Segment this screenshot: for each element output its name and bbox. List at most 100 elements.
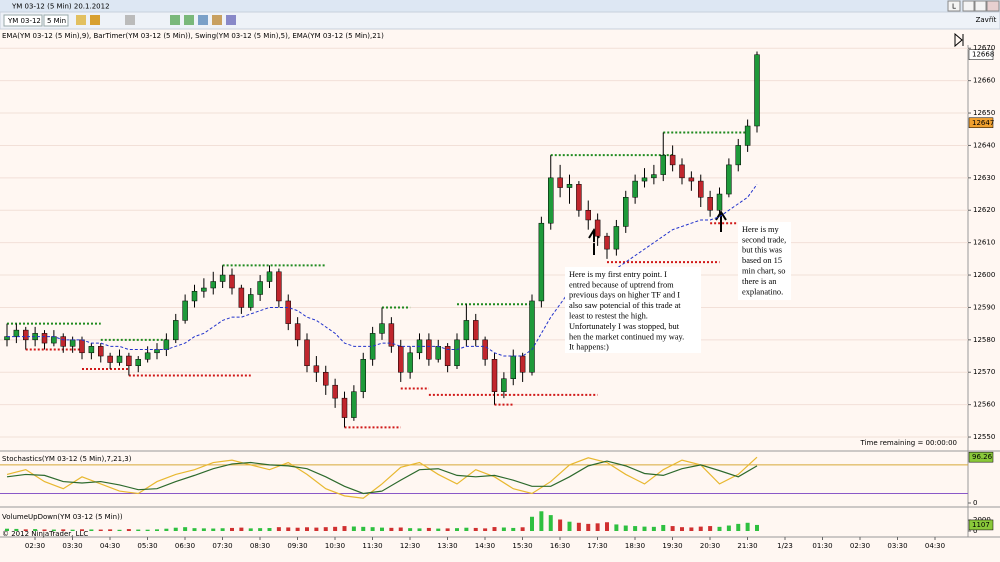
- tool-icon[interactable]: [125, 15, 135, 25]
- candle-body: [51, 336, 57, 344]
- volume-bar: [42, 529, 47, 531]
- candle-body: [229, 274, 235, 289]
- volume-bar: [286, 527, 291, 531]
- y-tick-label: 12660: [973, 77, 995, 85]
- x-tick-label: 06:30: [175, 542, 195, 550]
- button-l-label: L: [952, 3, 956, 11]
- annotation-text: Here is my: [742, 225, 780, 234]
- time-remaining: Time remaining = 00:00:00: [860, 439, 957, 447]
- candle-body: [651, 174, 657, 179]
- instrument-select[interactable]: [3, 14, 43, 27]
- annotation-text: entred because of uptrend from: [569, 280, 674, 289]
- candle-body: [407, 352, 413, 373]
- candle-body: [107, 355, 113, 363]
- close-button[interactable]: [986, 0, 1000, 12]
- volume-bar: [173, 527, 178, 531]
- x-tick-label: 02:30: [25, 542, 45, 550]
- candle-body: [454, 339, 460, 367]
- volume-bar: [473, 527, 478, 531]
- tool-icon[interactable]: [198, 15, 208, 25]
- indicator-legend: EMA(YM 03-12 (5 Min),9), BarTimer(YM 03-…: [2, 32, 384, 40]
- candle-body: [435, 346, 441, 360]
- volume-bar: [623, 525, 628, 531]
- price-marker: [968, 49, 994, 60]
- volume-bar: [755, 524, 759, 531]
- volume-bar: [361, 526, 366, 531]
- candle-body: [201, 287, 207, 292]
- annotation-text: but this was: [742, 246, 782, 255]
- value-marker-label: 96.26: [972, 453, 993, 461]
- volume-bar: [230, 527, 234, 531]
- volume-bar: [351, 526, 356, 531]
- volume-bar: [670, 526, 675, 531]
- x-tick-label: 16:30: [550, 542, 570, 550]
- candle-body: [116, 355, 123, 363]
- y-tick-label: 12560: [973, 401, 995, 409]
- x-tick-label: 1/23: [777, 542, 793, 550]
- volume-bar: [220, 528, 225, 531]
- volume-bar: [717, 526, 722, 531]
- volume-bar: [201, 528, 206, 531]
- volume-bar: [530, 516, 534, 531]
- volume-bar: [520, 527, 525, 531]
- candle-body: [182, 300, 188, 321]
- x-tick-label: 03:30: [887, 542, 907, 550]
- candle-body: [660, 154, 666, 175]
- button-l[interactable]: [947, 0, 961, 12]
- y-tick-label: 0: [973, 499, 977, 507]
- y-tick-label: 12590: [973, 303, 995, 311]
- candle-body: [332, 384, 338, 399]
- tool-icon[interactable]: [90, 15, 100, 25]
- candle-body: [548, 177, 554, 224]
- volume-bar: [492, 527, 497, 531]
- y-tick-label: 12580: [973, 336, 995, 344]
- y-tick-label: 12610: [973, 239, 995, 247]
- candle-body: [285, 300, 291, 324]
- volume-bar: [80, 529, 84, 531]
- interval: 5 Min: [47, 17, 66, 25]
- x-tick-label: 17:30: [587, 542, 607, 550]
- volume-bar: [586, 523, 591, 531]
- volume-bar: [389, 527, 394, 531]
- candle-body: [304, 339, 310, 367]
- volume-bar: [5, 528, 9, 531]
- volume-bar: [576, 522, 581, 531]
- tool-icon[interactable]: [226, 15, 236, 25]
- interval-select[interactable]: [43, 14, 69, 27]
- volume-bar: [567, 521, 572, 531]
- minimize-button[interactable]: [962, 0, 975, 12]
- candle-body: [360, 359, 366, 392]
- y-tick-label: 12550: [973, 433, 995, 441]
- copyright: © 2012 NinjaTrader, LLC: [2, 530, 88, 538]
- candle-body: [557, 177, 563, 188]
- candle-body: [276, 271, 282, 302]
- volume-bar: [558, 519, 563, 531]
- volume-bar: [136, 529, 141, 531]
- candle-body: [219, 274, 226, 282]
- volume-bar: [305, 527, 309, 531]
- tool-icon[interactable]: [184, 15, 194, 25]
- candle-body: [248, 294, 254, 308]
- candle-body: [754, 54, 760, 127]
- scroll-end-icon[interactable]: [954, 32, 964, 48]
- toolbar: [0, 11, 1000, 30]
- value-marker: [968, 451, 994, 463]
- volume-bar: [708, 526, 713, 531]
- tool-icon[interactable]: [170, 15, 180, 25]
- price-marker-label: 12647: [972, 119, 994, 127]
- candle-body: [388, 323, 395, 347]
- close-label[interactable]: Zavřít: [976, 16, 997, 24]
- volume-bar: [651, 526, 656, 531]
- candle-body: [191, 290, 198, 302]
- maximize-button[interactable]: [974, 0, 987, 12]
- y-tick-label: 12570: [973, 368, 995, 376]
- volume-bar: [726, 525, 731, 531]
- x-tick-label: 09:30: [287, 542, 307, 550]
- tool-icon[interactable]: [212, 15, 222, 25]
- price-marker-label: 12668: [972, 51, 994, 59]
- volume-bar: [605, 522, 609, 531]
- tool-icon[interactable]: [76, 15, 86, 25]
- volume-bar: [323, 527, 328, 531]
